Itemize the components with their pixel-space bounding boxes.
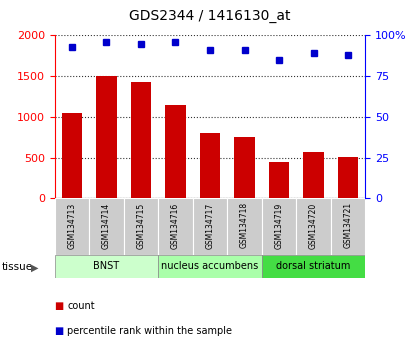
Text: GDS2344 / 1416130_at: GDS2344 / 1416130_at	[129, 9, 291, 23]
Bar	[96, 76, 117, 198]
Bar	[269, 161, 289, 198]
Text: GSM134713: GSM134713	[67, 202, 76, 249]
Bar	[61, 113, 82, 198]
Text: GSM134715: GSM134715	[136, 202, 145, 249]
Text: ■: ■	[55, 301, 64, 311]
Text: percentile rank within the sample: percentile rank within the sample	[67, 326, 232, 336]
Text: GSM134721: GSM134721	[344, 202, 353, 249]
Text: tissue: tissue	[2, 262, 33, 272]
Bar	[158, 198, 193, 255]
Text: GSM134717: GSM134717	[205, 202, 215, 249]
Bar	[262, 198, 297, 255]
Text: GSM134716: GSM134716	[171, 202, 180, 249]
Bar	[200, 133, 221, 198]
Bar	[193, 198, 227, 255]
Bar	[131, 82, 151, 198]
Text: GSM134718: GSM134718	[240, 202, 249, 249]
Text: GSM134720: GSM134720	[309, 202, 318, 249]
Bar	[331, 198, 365, 255]
Text: dorsal striatum: dorsal striatum	[276, 261, 351, 272]
Text: ■: ■	[55, 326, 64, 336]
Text: GSM134719: GSM134719	[275, 202, 284, 249]
Text: nucleus accumbens: nucleus accumbens	[161, 261, 259, 272]
Text: ▶: ▶	[31, 262, 38, 272]
Bar	[297, 198, 331, 255]
Bar	[158, 255, 262, 278]
Bar	[338, 157, 359, 198]
Bar	[55, 198, 89, 255]
Bar	[123, 198, 158, 255]
Text: GSM134714: GSM134714	[102, 202, 111, 249]
Bar	[165, 104, 186, 198]
Bar	[89, 198, 123, 255]
Bar	[262, 255, 365, 278]
Bar	[234, 137, 255, 198]
Bar	[55, 255, 158, 278]
Text: BNST: BNST	[93, 261, 119, 272]
Bar	[227, 198, 262, 255]
Bar	[303, 152, 324, 198]
Text: count: count	[67, 301, 95, 311]
